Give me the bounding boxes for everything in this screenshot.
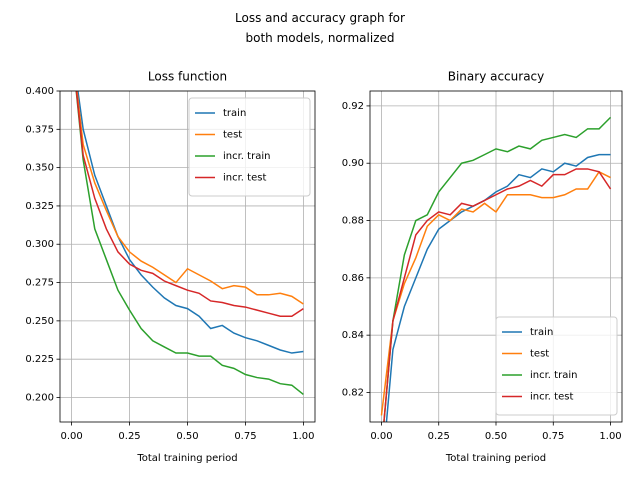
legend-label: train: [530, 327, 553, 338]
y-tick-label: 0.325: [25, 201, 54, 212]
x-tick-label: 0.00: [370, 431, 392, 442]
y-tick-label: 0.350: [25, 163, 54, 174]
x-tick-label: 1.00: [292, 431, 314, 442]
legend-label: incr. test: [530, 392, 573, 403]
series-line: [383, 168, 612, 422]
legend-label: train: [223, 108, 246, 119]
legend-box: [495, 316, 618, 416]
x-tick-label: 0.25: [428, 431, 450, 442]
y-tick-label: 0.250: [25, 316, 54, 327]
x-axis-label: Total training period: [445, 453, 546, 464]
y-tick-label: 0.275: [25, 278, 54, 289]
x-tick-label: 0.00: [60, 431, 82, 442]
legend-box: [188, 97, 311, 197]
series-line: [75, 91, 304, 318]
y-tick-label: 0.375: [25, 124, 54, 135]
axes-frame: [59, 90, 316, 423]
legend-label: test: [530, 349, 549, 360]
legend-label: incr. train: [530, 370, 577, 381]
series-line: [380, 170, 611, 416]
y-tick-label: 0.92: [342, 101, 364, 112]
axes-title: Binary accuracy: [448, 70, 545, 84]
legend-label: incr. train: [223, 151, 270, 162]
legend-label: test: [223, 130, 242, 141]
series-line: [77, 91, 304, 354]
y-tick-label: 0.84: [342, 330, 364, 341]
axes-frame: [369, 90, 623, 423]
axes-title: Loss function: [148, 70, 227, 84]
y-tick-label: 0.90: [342, 158, 364, 169]
series-line: [76, 91, 304, 305]
x-tick-label: 1.00: [599, 431, 621, 442]
y-tick-label: 0.88: [342, 216, 364, 227]
x-axis-label: Total training period: [136, 453, 237, 464]
y-tick-label: 0.225: [25, 354, 54, 365]
y-tick-label: 0.82: [342, 387, 364, 398]
y-tick-label: 0.400: [25, 86, 54, 97]
y-tick-label: 0.300: [25, 239, 54, 250]
x-tick-label: 0.75: [542, 431, 564, 442]
x-tick-label: 0.50: [176, 431, 198, 442]
series-line: [383, 116, 612, 422]
legend-label: incr. test: [223, 173, 266, 184]
x-tick-label: 0.50: [485, 431, 507, 442]
y-tick-label: 0.86: [342, 273, 364, 284]
figure-title: Loss and accuracy graph for both models, …: [235, 11, 405, 45]
series-line: [385, 153, 611, 422]
y-tick-label: 0.200: [25, 392, 54, 403]
x-tick-label: 0.25: [118, 431, 140, 442]
series-line: [75, 91, 304, 396]
x-tick-label: 0.75: [234, 431, 256, 442]
